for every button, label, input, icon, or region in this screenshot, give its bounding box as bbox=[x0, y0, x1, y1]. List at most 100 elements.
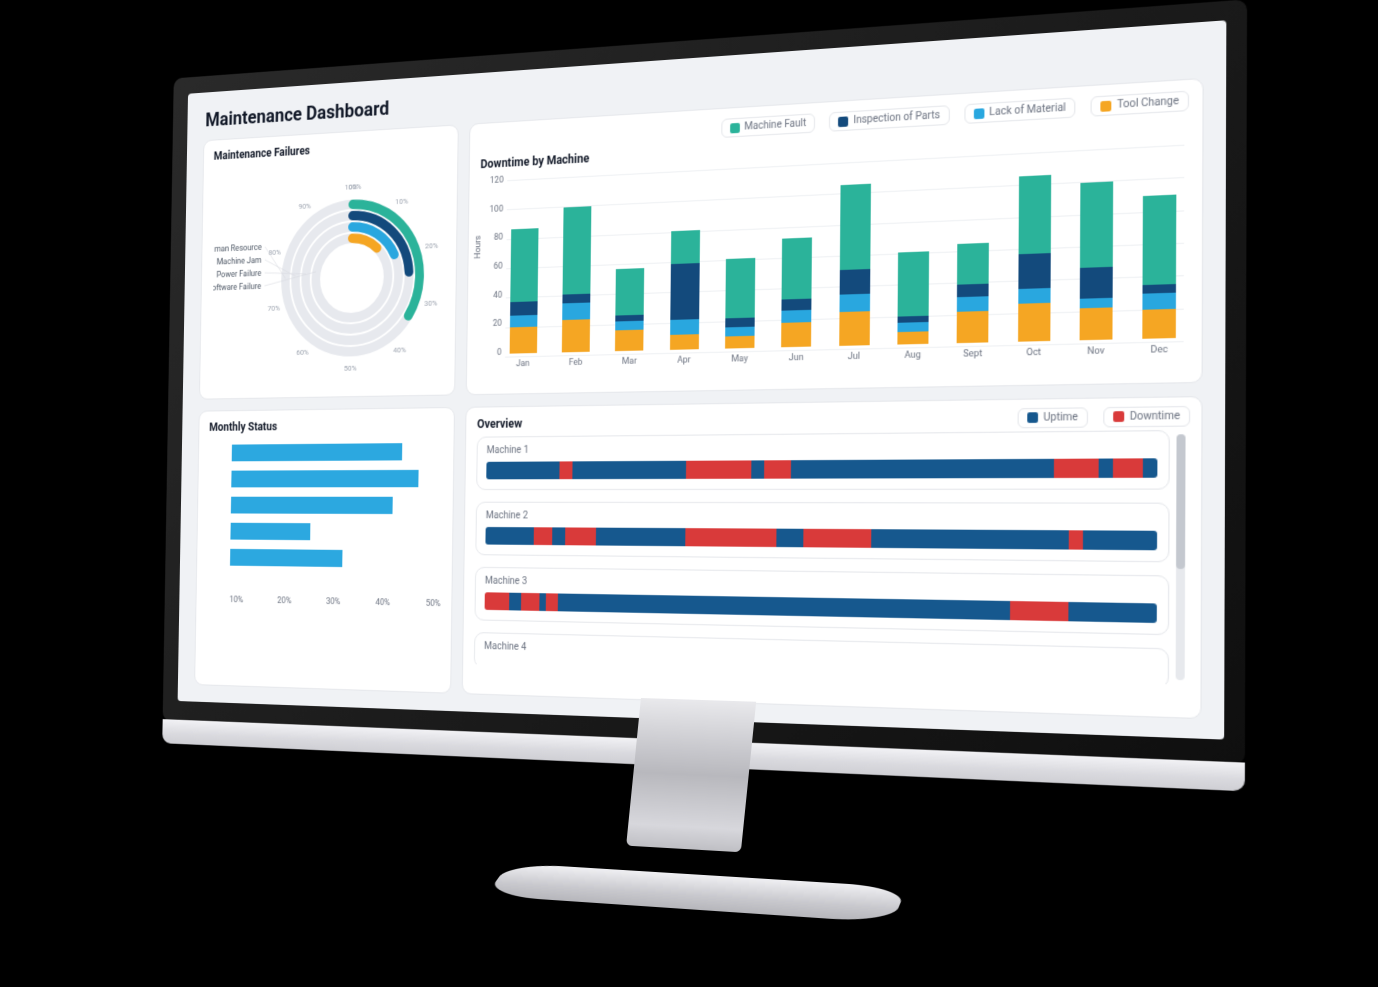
bar-segment bbox=[725, 327, 754, 337]
hbar-fill bbox=[231, 496, 393, 513]
card-title: Overview bbox=[477, 408, 1188, 431]
bar-segment bbox=[1080, 308, 1113, 341]
legend-item[interactable]: Inspection of Parts bbox=[829, 105, 949, 132]
uptime-segment bbox=[777, 528, 804, 547]
svg-text:Software Failure: Software Failure bbox=[212, 282, 262, 294]
x-axis: 10%20%30%40%50% bbox=[206, 595, 440, 609]
bar-segment bbox=[562, 320, 590, 353]
bar-segment bbox=[782, 310, 812, 323]
legend-item[interactable]: Machine Fault bbox=[721, 113, 815, 138]
bar-column[interactable]: Feb bbox=[557, 206, 595, 369]
svg-text:60%: 60% bbox=[296, 347, 309, 356]
scrollbar-thumb[interactable] bbox=[1176, 434, 1186, 569]
downtime-segment bbox=[1068, 530, 1083, 549]
bar-column[interactable]: Aug bbox=[892, 251, 933, 361]
legend-swatch bbox=[1027, 412, 1038, 423]
bar-segment bbox=[897, 331, 928, 344]
machine-row[interactable]: Machine 4 bbox=[474, 632, 1169, 685]
bar-segment bbox=[957, 311, 989, 343]
bar-segment bbox=[1018, 175, 1051, 255]
hbar-row[interactable]: W2 bbox=[230, 522, 434, 540]
bar-segment bbox=[725, 318, 754, 328]
bar-column[interactable]: Jan bbox=[505, 228, 543, 369]
downtime-segment bbox=[546, 593, 559, 611]
legend-item[interactable]: Uptime bbox=[1018, 407, 1088, 428]
svg-text:90%: 90% bbox=[298, 202, 311, 211]
svg-text:10%: 10% bbox=[395, 197, 408, 207]
card-maintenance-failures: Maintenance Failures 0%10%20%30%40%50%60… bbox=[199, 124, 459, 399]
svg-text:40%: 40% bbox=[393, 345, 406, 354]
machine-row[interactable]: Machine 3 bbox=[475, 566, 1170, 634]
bar-column[interactable]: May bbox=[720, 258, 760, 365]
monthly-bar-chart: W5 W4 W3 W2 W1 bbox=[207, 437, 443, 592]
bar-segment bbox=[1143, 284, 1177, 295]
overview-legend: UptimeDowntime bbox=[1018, 405, 1191, 427]
bar-segment bbox=[782, 238, 812, 299]
uptime-segment bbox=[553, 527, 566, 545]
machine-label: Machine 1 bbox=[487, 439, 1158, 455]
bar-segment bbox=[510, 315, 537, 327]
bar-segment bbox=[725, 258, 755, 319]
scrollbar[interactable] bbox=[1176, 434, 1186, 681]
bar-column[interactable]: Mar bbox=[611, 268, 649, 367]
legend-swatch bbox=[838, 116, 848, 127]
bar-column[interactable]: Sept bbox=[952, 243, 994, 360]
downtime-segment bbox=[686, 460, 751, 478]
bar-column[interactable]: Nov bbox=[1074, 181, 1118, 358]
svg-text:80%: 80% bbox=[268, 248, 281, 257]
bar-column[interactable]: Oct bbox=[1013, 174, 1056, 358]
bar-segment bbox=[839, 293, 870, 312]
hbar-row[interactable]: W1 bbox=[230, 548, 434, 567]
hbar-fill bbox=[230, 548, 343, 566]
x-tick-label: Sept bbox=[963, 349, 982, 360]
x-tick-label: 30% bbox=[326, 597, 340, 607]
bar-segment bbox=[839, 312, 870, 346]
bar-segment bbox=[725, 336, 754, 349]
downtime-segment bbox=[803, 528, 871, 547]
hbar-row[interactable]: W4 bbox=[231, 469, 435, 487]
uptime-segment bbox=[509, 592, 521, 610]
machine-timeline bbox=[485, 592, 1157, 623]
x-tick-label: Feb bbox=[569, 358, 583, 368]
bar-segment bbox=[1018, 303, 1050, 341]
uptime-segment bbox=[791, 458, 1055, 478]
downtime-segment bbox=[685, 528, 777, 547]
x-tick-label: Jun bbox=[789, 353, 804, 364]
hbar-row[interactable]: W3 bbox=[231, 496, 435, 513]
legend-label: Inspection of Parts bbox=[853, 110, 940, 126]
hbar-fill bbox=[231, 469, 418, 487]
overview-body: Machine 1 Machine 2Machine 3Machine 4 bbox=[474, 429, 1188, 684]
dashboard-screen: Maintenance Dashboard Maintenance Failur… bbox=[178, 20, 1227, 739]
uptime-segment bbox=[485, 527, 534, 545]
bar-segment bbox=[1080, 267, 1113, 300]
legend-swatch bbox=[1113, 411, 1124, 422]
uptime-segment bbox=[871, 529, 1069, 549]
machine-row[interactable]: Machine 2 bbox=[475, 501, 1169, 562]
bar-segment bbox=[670, 334, 699, 350]
svg-text:70%: 70% bbox=[268, 303, 281, 312]
hbar-fill bbox=[232, 443, 402, 461]
legend-swatch bbox=[730, 122, 740, 133]
x-tick-label: Apr bbox=[677, 355, 691, 365]
bar-segment bbox=[616, 268, 645, 316]
svg-text:Machine Jam: Machine Jam bbox=[217, 256, 262, 267]
bar-segment bbox=[670, 319, 699, 335]
bar-segment bbox=[839, 184, 870, 270]
monitor-stand-base bbox=[486, 863, 907, 923]
machine-row[interactable]: Machine 1 bbox=[476, 430, 1170, 490]
bar-column[interactable]: Jun bbox=[777, 237, 817, 363]
downtime-segment bbox=[521, 592, 540, 610]
bar-column[interactable]: Dec bbox=[1137, 194, 1182, 356]
legend-label: Machine Fault bbox=[744, 118, 806, 133]
hbar-row[interactable]: W5 bbox=[232, 442, 436, 461]
bar-column[interactable]: Jul bbox=[834, 183, 875, 362]
svg-text:Human Resource: Human Resource bbox=[212, 243, 262, 255]
svg-text:100%: 100% bbox=[345, 182, 362, 192]
bar-segment bbox=[1080, 181, 1113, 268]
card-monthly-status: Monthly Status W5W4W3W2W1 10%20%30%40%50… bbox=[194, 406, 455, 693]
bar-segment bbox=[615, 330, 644, 351]
x-tick-label: 50% bbox=[426, 599, 441, 609]
bar-segment bbox=[1143, 194, 1177, 285]
x-tick-label: Jan bbox=[516, 359, 530, 369]
uptime-segment bbox=[486, 461, 559, 479]
